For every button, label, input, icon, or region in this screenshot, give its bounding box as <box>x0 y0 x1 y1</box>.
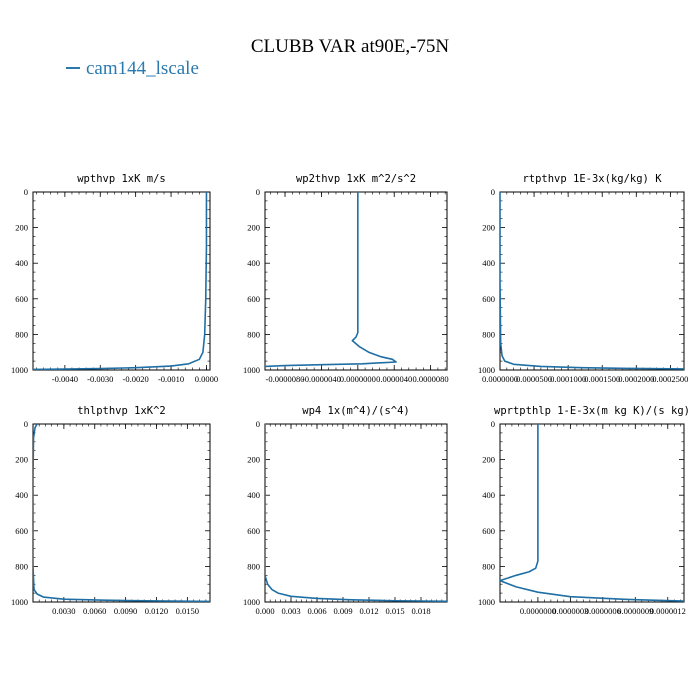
x-tick-label: 0.0001500 <box>584 374 620 384</box>
x-tick-label: 0.015 <box>385 606 404 616</box>
y-tick-label: 200 <box>482 455 495 465</box>
y-tick-label: 1000 <box>11 365 28 375</box>
x-tick-label: 0.0000500 <box>516 374 552 384</box>
x-tick-label: 0.006 <box>307 606 326 616</box>
y-tick-label: 400 <box>15 258 28 268</box>
series-line-1 <box>33 424 210 602</box>
y-tick-label: 1000 <box>478 365 495 375</box>
panel-title: wprtpthlp 1-E-3x(m kg K)/(s kg) <box>494 405 690 417</box>
x-tick-label: 0.012 <box>359 606 378 616</box>
y-tick-label: 0 <box>256 419 260 429</box>
legend-line-swatch <box>66 66 80 69</box>
x-tick-label: 0.0000012 <box>650 606 686 616</box>
y-tick-label: 1000 <box>478 597 495 607</box>
y-tick-label: 200 <box>15 223 28 233</box>
series-line-1 <box>265 192 397 368</box>
x-tick-label: 0.0000000 <box>520 606 556 616</box>
y-tick-label: 200 <box>247 223 260 233</box>
x-tick-label: 0.0001000 <box>550 374 586 384</box>
y-tick-label: 800 <box>247 561 260 571</box>
series-line-1 <box>265 424 447 602</box>
x-tick-label: -0.0010 <box>158 374 184 384</box>
panel-title: wp2thvp 1xK m^2/s^2 <box>296 173 416 185</box>
y-tick-label: 0 <box>491 187 495 197</box>
x-tick-label: 0.0000000 <box>482 374 518 384</box>
x-tick-label: 0.0000003 <box>552 606 588 616</box>
x-tick-label: -0.0020 <box>123 374 149 384</box>
x-tick-label: 0.0090 <box>114 606 137 616</box>
panel-frame <box>32 423 211 603</box>
y-tick-label: 400 <box>247 490 260 500</box>
y-tick-label: 800 <box>15 329 28 339</box>
panel-title: wpthvp 1xK m/s <box>77 173 166 185</box>
y-tick-label: 400 <box>482 258 495 268</box>
panel-3: rtpthvp 1E-3x(kg/kg) K020040060080010000… <box>478 173 688 384</box>
y-tick-label: 800 <box>15 561 28 571</box>
y-tick-label: 800 <box>247 329 260 339</box>
panel-title: rtpthvp 1E-3x(kg/kg) K <box>522 173 662 185</box>
x-tick-label: 0.0120 <box>145 606 168 616</box>
x-tick-label: 0.0002500 <box>652 374 688 384</box>
x-tick-label: 0.0000 <box>195 374 218 384</box>
y-tick-label: 600 <box>482 526 495 536</box>
x-tick-label: 0.0000040 <box>376 374 412 384</box>
x-tick-label: 0.0150 <box>176 606 199 616</box>
panel-title: thlpthvp 1xK^2 <box>77 405 166 417</box>
x-tick-label: -0.0030 <box>87 374 113 384</box>
panel-frame <box>264 423 448 603</box>
y-tick-label: 200 <box>482 223 495 233</box>
y-tick-label: 400 <box>15 490 28 500</box>
panel-frame <box>499 191 685 371</box>
x-tick-label: 0.0000009 <box>617 606 653 616</box>
x-tick-label: 0.003 <box>281 606 300 616</box>
y-tick-label: 1000 <box>243 365 260 375</box>
figure-title: CLUBB VAR at90E,-75N <box>250 36 450 57</box>
x-tick-label: 0.0002000 <box>618 374 654 384</box>
series-line-1 <box>500 424 684 602</box>
x-tick-label: 0.0060 <box>83 606 106 616</box>
legend: cam144_lscale <box>66 58 199 80</box>
y-tick-label: 1000 <box>11 597 28 607</box>
x-tick-label: 0.0000080 <box>413 374 449 384</box>
y-tick-label: 600 <box>247 294 260 304</box>
x-tick-label: 0.018 <box>411 606 430 616</box>
y-tick-label: 600 <box>15 526 28 536</box>
series-line-1 <box>33 192 208 370</box>
y-tick-label: 1000 <box>243 597 260 607</box>
panel-6: wprtpthlp 1-E-3x(m kg K)/(s kg) 0 200 400 60… <box>478 405 690 616</box>
y-tick-label: 400 <box>482 490 495 500</box>
panel-frame <box>499 423 685 603</box>
panel-1: wpthvp 1xK m/s 0 200 400 600 800 1000 -0.0040 -0… <box>11 173 218 384</box>
panel-frame <box>32 191 211 371</box>
y-tick-label: 0 <box>24 419 28 429</box>
x-tick-label: 0.0000000 <box>340 374 376 384</box>
panel-2: wp2thvp 1xK m^2/s^2 0 200 400 600 800 1000 -0.0… <box>243 173 449 384</box>
x-tick-label: -0.0000080 <box>266 374 305 384</box>
x-tick-label: 0.009 <box>333 606 352 616</box>
y-tick-label: 600 <box>15 294 28 304</box>
legend-label: cam144_lscale <box>86 58 199 79</box>
x-tick-label: -0.0000040 <box>302 374 341 384</box>
panel-title: wp4 1x(m^4)/(s^4) <box>302 405 409 417</box>
y-tick-label: 600 <box>247 526 260 536</box>
series-line-1 <box>500 192 684 370</box>
y-tick-label: 800 <box>482 561 495 571</box>
x-tick-label: -0.0040 <box>52 374 78 384</box>
x-tick-label: 0.0000006 <box>585 606 621 616</box>
x-tick-label: 0.0030 <box>52 606 75 616</box>
y-tick-label: 400 <box>247 258 260 268</box>
y-tick-label: 800 <box>482 329 495 339</box>
y-tick-label: 0 <box>24 187 28 197</box>
panel-4: thlpthvp 1xK^2 0 200 400 600 800 1000 0.0030 0.0… <box>11 405 211 616</box>
x-tick-label: 0.000 <box>255 606 274 616</box>
y-tick-label: 0 <box>491 419 495 429</box>
y-tick-label: 600 <box>482 294 495 304</box>
y-tick-label: 200 <box>15 455 28 465</box>
y-tick-label: 200 <box>247 455 260 465</box>
y-tick-label: 0 <box>256 187 260 197</box>
